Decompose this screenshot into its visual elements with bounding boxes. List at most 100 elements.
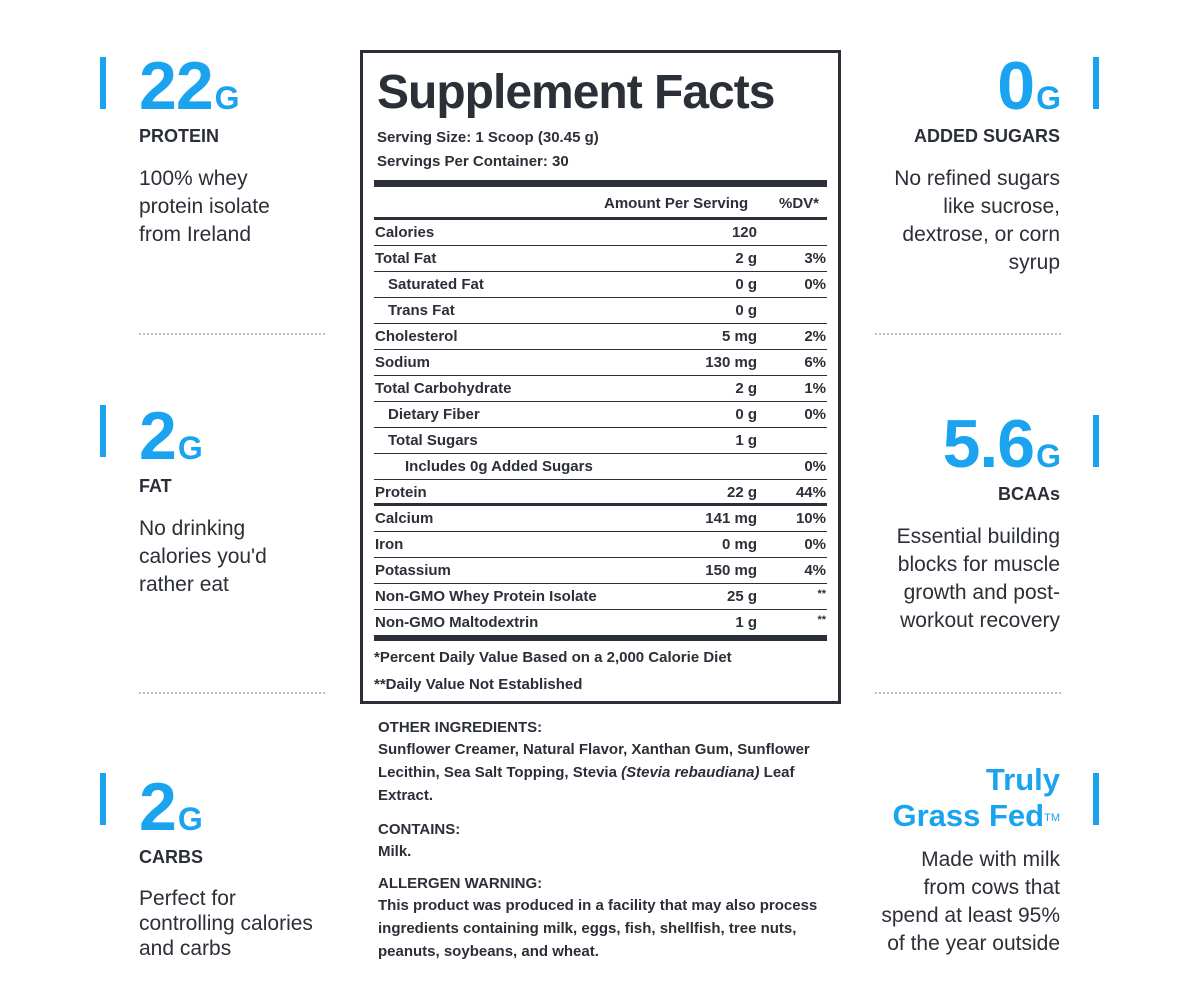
nutrient-row: Calcium 141 mg 10% <box>374 506 827 532</box>
nutrient-daily-value: 0% <box>804 406 826 423</box>
nutrient-name: Trans Fat <box>388 302 455 319</box>
footnote-dv: *Percent Daily Value Based on a 2,000 Ca… <box>374 649 732 666</box>
nutrient-row: Potassium 150 mg 4% <box>374 558 827 584</box>
nutrient-amount: 0 g <box>735 276 757 293</box>
bottom-thick-rule <box>374 635 827 641</box>
nutrient-name: Cholesterol <box>375 328 458 345</box>
nutrient-row: Total Sugars 1 g <box>374 428 827 454</box>
panel-title: Supplement Facts <box>377 66 775 119</box>
nutrient-amount: 120 <box>731 224 757 241</box>
stat-protein: 22G PROTEIN 100% whey protein isolate from… <box>139 52 379 249</box>
other-ingredients-text: Sunflower Creamer, Natural Flavor, Xanth… <box>378 741 810 804</box>
nutrient-daily-value: 0% <box>804 276 826 293</box>
nutrient-amount: 22 g <box>726 484 757 501</box>
allergen-text: This product was produced in a facility … <box>378 897 818 960</box>
nutrient-name: Dietary Fiber <box>388 406 480 423</box>
nutrient-row: Non-GMO Whey Protein Isolate 25 g ** <box>374 584 827 610</box>
nutrient-daily-value: 1% <box>804 380 826 397</box>
nutrient-name: Non-GMO Whey Protein Isolate <box>375 588 597 605</box>
nutrient-name: Non-GMO Maltodextrin <box>375 614 539 631</box>
nutrient-daily-value: 4% <box>804 562 826 579</box>
nutrient-daily-value: 44% <box>795 484 826 501</box>
header-amount-per-serving: Amount Per Serving <box>604 195 749 212</box>
stat-added-sugars: 0G ADDED SUGARS No refined sugars like su… <box>820 48 1061 277</box>
accent-bar-sugars <box>1093 57 1099 109</box>
divider-dots <box>875 333 1061 335</box>
allergen-heading: ALLERGEN WARNING: <box>378 875 543 892</box>
accent-bar-fat <box>100 405 106 457</box>
nutrient-daily-value: 10% <box>795 510 826 527</box>
nutrient-amount: 1 g <box>735 432 757 449</box>
contains-section: CONTAINS: Milk. <box>378 821 848 863</box>
stat-protein-desc: 100% whey protein isolate from Ireland <box>139 167 270 246</box>
grass-fed-desc: Made with milk from cows that spend at lea… <box>881 848 1060 955</box>
nutrient-daily-value: 0% <box>804 536 826 553</box>
divider-dots <box>139 692 325 694</box>
nutrient-name: Total Sugars <box>388 432 478 449</box>
nutrient-name: Saturated Fat <box>388 276 484 293</box>
stat-sugars-desc: No refined sugars like sucrose, dextrose, … <box>894 167 1060 274</box>
stat-sugars-label: ADDED SUGARS <box>913 126 1060 146</box>
stat-fat: 2G FAT No drinking calories you'd rather e… <box>139 402 379 599</box>
nutrient-row: Calories 120 <box>374 220 827 246</box>
stat-fat-label: FAT <box>139 476 172 496</box>
nutrient-amount: 0 g <box>735 406 757 423</box>
stat-grass-fed: Truly Grass FedTM Made with milk from cow… <box>820 762 1060 958</box>
nutrient-name: Includes 0g Added Sugars <box>405 458 593 475</box>
nutrient-name: Iron <box>375 536 404 553</box>
nutrient-amount: 1 g <box>735 614 757 631</box>
nutrient-daily-value: 2% <box>804 328 826 345</box>
nutrient-name: Calcium <box>375 510 434 527</box>
accent-bar-grass-fed <box>1093 773 1099 825</box>
other-ingredients-heading: OTHER INGREDIENTS: <box>378 719 543 736</box>
contains-heading: CONTAINS: <box>378 821 461 838</box>
nutrient-amount: 130 mg <box>705 354 757 371</box>
footnote-not-established: **Daily Value Not Established <box>374 676 583 693</box>
nutrient-row: Iron 0 mg 0% <box>374 532 827 558</box>
supplement-facts-panel: Supplement Facts Serving Size: 1 Scoop (… <box>360 50 841 704</box>
stat-protein-value: 22G <box>139 48 240 124</box>
nutrient-daily-value: 3% <box>804 250 826 267</box>
nutrient-amount: 150 mg <box>705 562 757 579</box>
nutrient-name: Potassium <box>375 562 451 579</box>
nutrient-daily-value: ** <box>817 588 826 600</box>
accent-bar-protein <box>100 57 106 109</box>
other-ingredients: OTHER INGREDIENTS: Sunflower Creamer, Na… <box>378 719 848 807</box>
nutrient-row: Cholesterol 5 mg 2% <box>374 324 827 350</box>
nutrient-name: Protein <box>375 484 427 501</box>
nutrient-amount: 0 mg <box>721 536 757 553</box>
stat-carbs-desc: Perfect for controlling calories and carbs <box>139 887 313 960</box>
accent-bar-bcaas <box>1093 415 1099 467</box>
nutrient-row: Non-GMO Maltodextrin 1 g ** <box>374 610 827 636</box>
serving-size: Serving Size: 1 Scoop (30.45 g) <box>377 129 599 146</box>
nutrient-amount: 2 g <box>735 380 757 397</box>
header-daily-value: %DV* <box>779 195 820 212</box>
thick-rule <box>374 180 827 187</box>
header-rule <box>374 217 827 220</box>
nutrient-amount: 2 g <box>735 250 757 267</box>
grass-fed-heading: Truly Grass FedTM <box>892 762 1060 833</box>
nutrient-amount: 5 mg <box>721 328 757 345</box>
nutrient-row: Total Fat 2 g 3% <box>374 246 827 272</box>
nutrient-row: Saturated Fat 0 g 0% <box>374 272 827 298</box>
stat-bcaas-label: BCAAs <box>997 484 1060 504</box>
nutrient-row: Sodium 130 mg 6% <box>374 350 827 376</box>
divider-dots <box>875 692 1061 694</box>
nutrient-rows: Calories 120 Total Fat 2 g 3% Saturated Fat 0 … <box>374 220 827 636</box>
stat-carbs-value: 2G <box>139 769 203 845</box>
nutrient-name: Total Carbohydrate <box>375 380 512 397</box>
nutrient-row: Includes 0g Added Sugars 0% <box>374 454 827 480</box>
nutrient-row: Protein 22 g 44% <box>374 480 827 506</box>
nutrient-amount: 141 mg <box>705 510 757 527</box>
servings-per-container: Servings Per Container: 30 <box>377 153 569 170</box>
nutrient-amount: 25 g <box>726 588 757 605</box>
nutrient-name: Sodium <box>375 354 430 371</box>
stat-carbs: 2G CARBS Perfect for controlling calories… <box>139 773 389 961</box>
nutrient-name: Total Fat <box>375 250 437 267</box>
nutrient-row: Trans Fat 0 g <box>374 298 827 324</box>
divider-dots <box>139 333 325 335</box>
nutrient-daily-value: 6% <box>804 354 826 371</box>
stat-sugars-value: 0G <box>997 48 1061 124</box>
nutrient-daily-value: 0% <box>804 458 826 475</box>
nutrient-row: Total Carbohydrate 2 g 1% <box>374 376 827 402</box>
